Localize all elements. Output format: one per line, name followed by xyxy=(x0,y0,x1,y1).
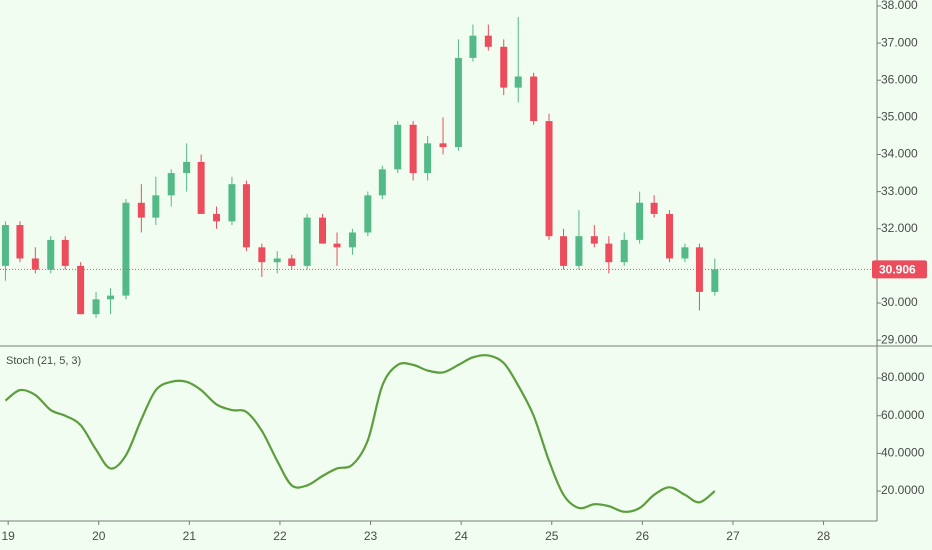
candle-body xyxy=(242,184,250,248)
candle-body xyxy=(288,258,296,266)
candle-body xyxy=(500,46,508,88)
y-tick-label: 40.0000 xyxy=(881,446,925,460)
candle-body xyxy=(364,195,372,233)
candle-body xyxy=(348,232,356,248)
x-tick-label: 19 xyxy=(1,529,15,543)
candle-body xyxy=(258,247,266,263)
candle-body xyxy=(711,269,719,292)
y-tick-label: 36.000 xyxy=(881,72,918,86)
x-tick-label: 27 xyxy=(726,529,740,543)
candle-body xyxy=(137,202,145,218)
x-tick-label: 21 xyxy=(183,529,197,543)
stoch-line xyxy=(4,354,716,513)
y-tick-label: 32.000 xyxy=(881,221,918,235)
candle-body xyxy=(605,243,613,263)
candle-body xyxy=(666,213,674,259)
candle-body xyxy=(636,202,644,240)
candle-body xyxy=(469,35,477,58)
candle-body xyxy=(31,258,39,270)
candle-body xyxy=(92,299,100,315)
x-tick-label: 20 xyxy=(92,529,106,543)
last-price-label: 30.906 xyxy=(879,263,916,277)
y-tick-label: 60.0000 xyxy=(881,408,925,422)
candle-body xyxy=(545,121,553,237)
candle-body xyxy=(213,213,221,222)
candle-body xyxy=(152,195,160,218)
x-tick-label: 26 xyxy=(636,529,650,543)
candle-body xyxy=(590,236,598,244)
candle-body xyxy=(333,243,341,248)
y-tick-label: 37.000 xyxy=(881,35,918,49)
candle-body xyxy=(1,225,9,266)
candle-body xyxy=(273,258,281,263)
x-tick-label: 22 xyxy=(273,529,287,543)
candle-body xyxy=(303,217,311,266)
y-tick-label: 38.000 xyxy=(881,0,918,12)
candle-body xyxy=(620,239,628,263)
candle-body xyxy=(454,57,462,148)
candle-body xyxy=(107,295,115,300)
candle-body xyxy=(378,169,386,196)
candle-body xyxy=(530,76,538,122)
y-tick-label: 20.0000 xyxy=(881,483,925,497)
y-tick-label: 35.000 xyxy=(881,110,918,124)
candle-body xyxy=(484,35,492,47)
y-tick-label: 80.0000 xyxy=(881,370,925,384)
last-price-box xyxy=(872,260,927,279)
candle-body xyxy=(61,239,69,266)
candle-body xyxy=(394,124,402,170)
y-tick-label: 33.000 xyxy=(881,184,918,198)
y-tick-label: 34.000 xyxy=(881,147,918,161)
indicator-title: Stoch (21, 5, 3) xyxy=(6,355,81,367)
candle-body xyxy=(319,217,327,244)
candle-body xyxy=(228,184,236,222)
x-tick-label: 24 xyxy=(454,529,468,543)
y-tick-label: 29.000 xyxy=(881,332,918,346)
candle-body xyxy=(650,202,658,214)
candle-body xyxy=(514,76,522,88)
candle-body xyxy=(16,225,24,259)
candle-body xyxy=(424,143,432,174)
candle-body xyxy=(122,202,130,296)
candle-body xyxy=(77,265,85,315)
candle-body xyxy=(197,161,205,214)
candle-body xyxy=(560,236,568,266)
y-tick-label: 30.000 xyxy=(881,295,918,309)
x-tick-label: 25 xyxy=(545,529,559,543)
candle-body xyxy=(183,161,191,174)
candle-body xyxy=(47,239,55,270)
candle-body xyxy=(409,124,417,174)
candle-body xyxy=(439,143,447,148)
candle-body xyxy=(575,236,583,266)
x-tick-label: 28 xyxy=(817,529,831,543)
candle-body xyxy=(167,173,175,196)
candle-body xyxy=(681,247,689,259)
x-tick-label: 23 xyxy=(364,529,378,543)
